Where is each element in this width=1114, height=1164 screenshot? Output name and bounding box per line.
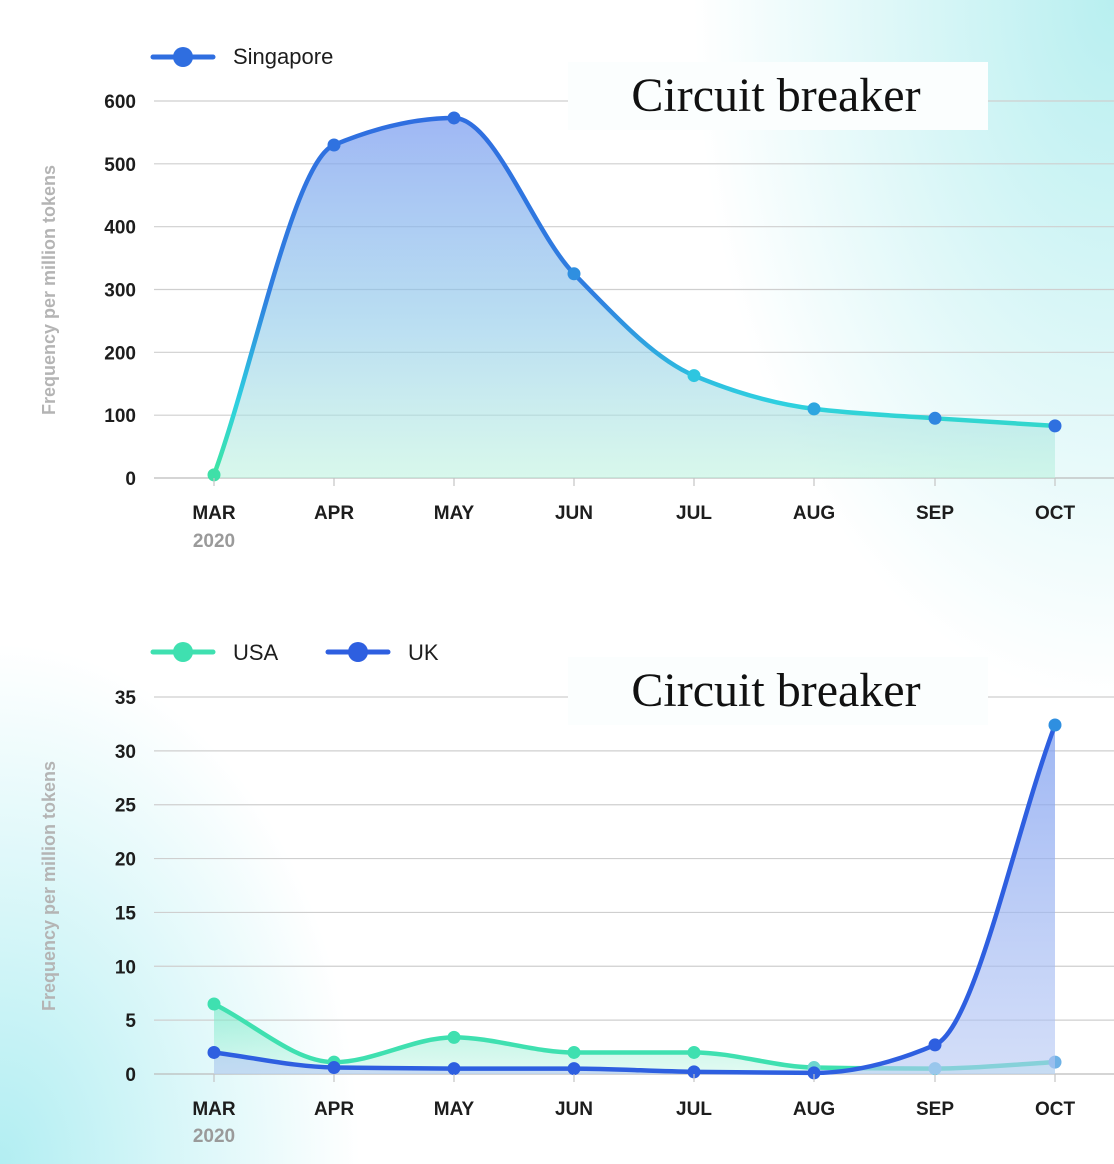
chart-1-year-label: 2020: [193, 531, 235, 552]
chart-2-year-label: 2020: [193, 1126, 235, 1147]
series-line-singapore: [211, 115, 1058, 478]
data-point-singapore: [807, 402, 821, 416]
chart-1-x-ticks: MAR APR MAY JUN JUL AUG SEP OCT: [192, 478, 1075, 524]
y-tick-label: 300: [104, 281, 136, 302]
data-point-usa: [567, 1045, 581, 1059]
y-tick-label: 200: [104, 343, 136, 364]
chart-usa-uk: 0 5 10 15 20 25 30 35 Frequency per million tok…: [39, 640, 1114, 1147]
chart-1-annotation-backdrop: [568, 62, 988, 130]
series-area-uk: [214, 725, 1055, 1074]
data-point-uk: [1048, 718, 1062, 732]
x-tick-label: MAR: [192, 503, 236, 524]
data-point-uk: [327, 1061, 341, 1075]
legend-singapore-swatch-dot: [173, 47, 193, 67]
data-point-singapore: [928, 411, 942, 425]
y-tick-label: 25: [115, 796, 137, 817]
chart-2-x-ticks: MAR APR MAY JUN JUL AUG SEP OCT: [192, 1074, 1075, 1120]
data-point-singapore: [687, 369, 701, 383]
y-tick-label: 100: [104, 406, 136, 427]
x-tick-label: MAY: [434, 1099, 475, 1120]
chart-1-y-axis-label: Frequency per million tokens: [39, 165, 59, 415]
y-tick-label: 30: [115, 742, 136, 763]
x-tick-label: JUL: [676, 1099, 712, 1120]
data-point-singapore: [1048, 419, 1062, 433]
x-tick-label: JUL: [676, 503, 712, 524]
y-tick-label: 0: [125, 469, 136, 490]
legend-usa-label: USA: [233, 640, 279, 665]
x-tick-label: OCT: [1035, 1099, 1076, 1120]
data-point-uk: [207, 1045, 221, 1059]
chart-2-y-ticks: 0 5 10 15 20 25 30 35: [115, 688, 137, 1086]
data-point-singapore: [327, 138, 341, 152]
chart-singapore: 0 100 200 300 400 500 600 Frequency per millio…: [39, 44, 1114, 552]
y-tick-label: 400: [104, 218, 136, 239]
x-tick-label: APR: [314, 503, 354, 524]
x-tick-label: SEP: [916, 503, 954, 524]
data-point-usa: [687, 1045, 701, 1059]
x-tick-label: AUG: [793, 503, 835, 524]
x-tick-label: OCT: [1035, 503, 1076, 524]
data-point-usa: [447, 1030, 461, 1044]
y-tick-label: 500: [104, 155, 136, 176]
chart-1-legend: Singapore: [150, 44, 333, 69]
chart-2-annotation: Circuit breaker: [631, 664, 920, 717]
y-tick-label: 0: [125, 1065, 136, 1086]
legend-usa-swatch-dot: [173, 642, 193, 662]
series-line-uk: [211, 722, 1058, 1076]
y-tick-label: 10: [115, 957, 136, 978]
x-tick-label: MAY: [434, 503, 475, 524]
data-point-uk: [567, 1062, 581, 1076]
data-point-singapore: [567, 267, 581, 281]
y-tick-label: 15: [115, 903, 137, 924]
x-tick-label: JUN: [555, 1099, 593, 1120]
x-tick-label: JUN: [555, 503, 593, 524]
y-tick-label: 35: [115, 688, 137, 709]
x-tick-label: MAR: [192, 1099, 236, 1120]
chart-1-annotation: Circuit breaker: [631, 69, 920, 122]
legend-uk-label: UK: [408, 640, 439, 665]
chart-2-series: [207, 718, 1062, 1080]
chart-1-y-ticks: 0 100 200 300 400 500 600: [104, 92, 136, 490]
data-point-uk: [687, 1065, 701, 1079]
legend-singapore-label: Singapore: [233, 44, 333, 69]
data-point-singapore: [207, 468, 221, 482]
series-area-usa: [214, 1003, 1055, 1074]
y-tick-label: 20: [115, 850, 136, 871]
series-area-singapore: [214, 117, 1055, 478]
data-point-singapore: [447, 111, 461, 125]
x-tick-label: SEP: [916, 1099, 954, 1120]
legend-uk-swatch-dot: [348, 642, 368, 662]
data-point-uk: [807, 1066, 821, 1080]
chart-2-y-axis-label: Frequency per million tokens: [39, 761, 59, 1011]
data-point-uk: [447, 1062, 461, 1076]
chart-2-annotation-backdrop: [568, 657, 988, 725]
data-point-uk: [928, 1038, 942, 1052]
x-tick-label: AUG: [793, 1099, 835, 1120]
y-tick-label: 5: [125, 1011, 136, 1032]
chart-1-series: [207, 111, 1062, 482]
chart-2-legend: USA UK: [150, 640, 439, 665]
data-point-usa: [207, 997, 221, 1011]
x-tick-label: APR: [314, 1099, 354, 1120]
y-tick-label: 600: [104, 92, 136, 113]
